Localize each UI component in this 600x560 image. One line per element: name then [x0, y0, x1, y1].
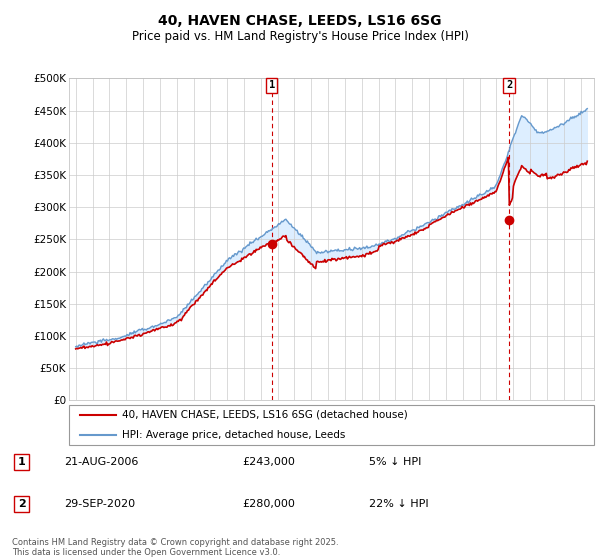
FancyBboxPatch shape [69, 405, 594, 445]
Text: 1: 1 [269, 80, 275, 90]
Text: £280,000: £280,000 [242, 499, 295, 509]
Text: 1: 1 [18, 457, 26, 467]
Text: 2: 2 [506, 80, 512, 90]
Text: 22% ↓ HPI: 22% ↓ HPI [369, 499, 429, 509]
Text: Price paid vs. HM Land Registry's House Price Index (HPI): Price paid vs. HM Land Registry's House … [131, 30, 469, 43]
Text: 40, HAVEN CHASE, LEEDS, LS16 6SG: 40, HAVEN CHASE, LEEDS, LS16 6SG [158, 14, 442, 28]
Text: 21-AUG-2006: 21-AUG-2006 [64, 457, 138, 467]
Text: Contains HM Land Registry data © Crown copyright and database right 2025.
This d: Contains HM Land Registry data © Crown c… [12, 538, 338, 557]
Text: HPI: Average price, detached house, Leeds: HPI: Average price, detached house, Leed… [121, 430, 345, 440]
Text: £243,000: £243,000 [242, 457, 295, 467]
Text: 5% ↓ HPI: 5% ↓ HPI [369, 457, 421, 467]
Text: 29-SEP-2020: 29-SEP-2020 [64, 499, 135, 509]
Text: 40, HAVEN CHASE, LEEDS, LS16 6SG (detached house): 40, HAVEN CHASE, LEEDS, LS16 6SG (detach… [121, 410, 407, 420]
Text: 2: 2 [18, 499, 26, 509]
